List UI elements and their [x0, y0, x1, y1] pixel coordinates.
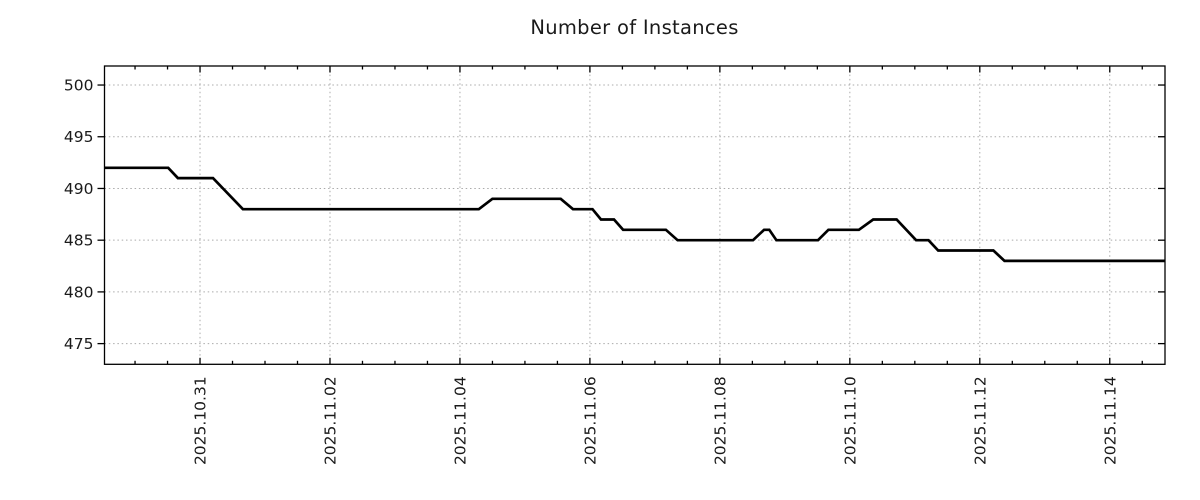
x-tick-label: 2025.11.04: [451, 376, 469, 465]
y-tick-label: 475: [64, 335, 94, 353]
chart-title: Number of Instances: [530, 16, 739, 39]
y-tick-label: 480: [64, 283, 94, 301]
y-tick-label: 490: [64, 180, 94, 198]
x-tick-label: 2025.11.14: [1101, 376, 1119, 465]
y-tick-label: 500: [64, 77, 94, 95]
x-tick-label: 2025.11.02: [321, 376, 339, 465]
y-tick-label: 495: [64, 128, 94, 146]
x-tick-label: 2025.11.12: [971, 376, 989, 465]
x-tick-label: 2025.11.08: [711, 376, 729, 465]
y-tick-label: 485: [64, 232, 94, 250]
x-tick-label: 2025.11.10: [841, 376, 859, 465]
plot-border: [103, 65, 1166, 365]
x-tick-label: 2025.11.06: [581, 376, 599, 465]
data-line: [104, 166, 1165, 263]
x-tick-label: 2025.10.31: [192, 376, 210, 465]
